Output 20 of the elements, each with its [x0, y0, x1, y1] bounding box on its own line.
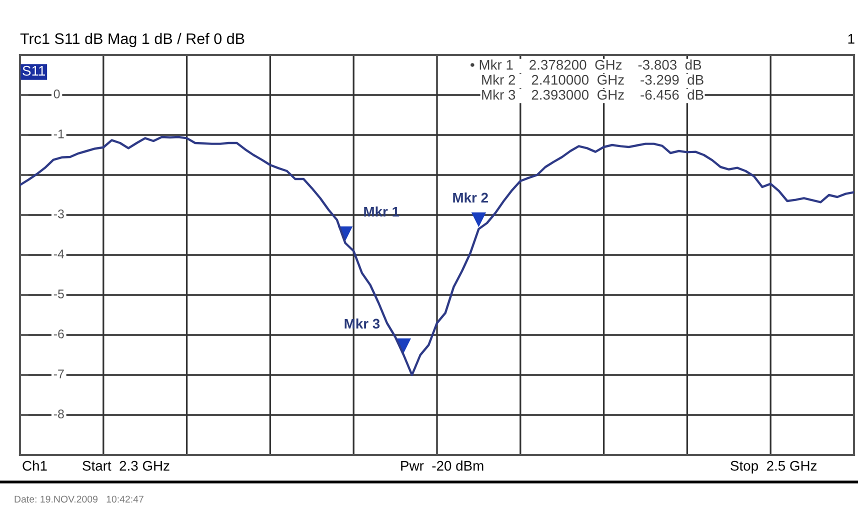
y-tick-label: -1 — [54, 130, 64, 138]
annotation: S11 — [22, 66, 46, 76]
text: Stop 2.5 GHz — [730, 460, 817, 474]
y-tick-label: -3 — [54, 210, 64, 218]
annotation: • Mkr 1 2.378200 GHz -3.803 dB — [470, 60, 702, 70]
y-tick-label: 0 — [54, 90, 60, 98]
text: Start 2.3 GHz — [82, 460, 170, 471]
y-tick-label: -4 — [54, 250, 64, 258]
annotation: Mkr 2 2.410000 GHz -3.299 dB — [482, 74, 704, 85]
text: Pwr -20 dBm — [401, 460, 484, 471]
annotation: Mkr 3 2.393000 GHz -6.456 dB — [482, 90, 704, 100]
text: Date: 19.NOV.2009 10:42:47 — [14, 496, 144, 503]
y-tick-label: -5 — [54, 290, 64, 298]
chart-title: Trc1 S11 dB Mag 1 dB / Ref 0 dB — [20, 32, 244, 48]
y-tick-label: -7 — [54, 370, 64, 378]
annotation: Mkr 2 — [453, 192, 488, 203]
y-tick-label: -6 — [54, 330, 64, 338]
text: Ch1 — [22, 460, 47, 471]
y-tick-label: -8 — [54, 410, 64, 418]
text: 1 — [848, 34, 854, 44]
